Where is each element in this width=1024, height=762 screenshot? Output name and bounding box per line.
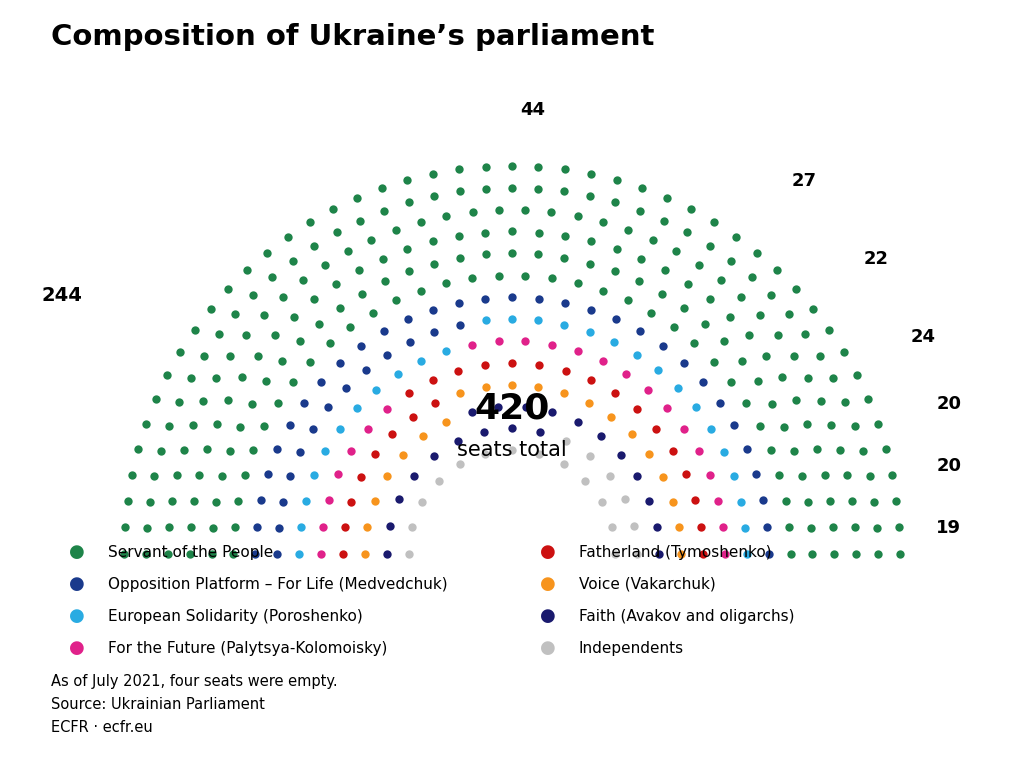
Text: Voice (Vakarchuk): Voice (Vakarchuk) (579, 577, 716, 592)
Text: As of July 2021, four seats were empty.: As of July 2021, four seats were empty. (51, 674, 338, 690)
Text: ●: ● (540, 607, 556, 626)
Text: ●: ● (69, 543, 85, 562)
Text: ●: ● (540, 543, 556, 562)
Text: Servant of the People: Servant of the People (108, 545, 272, 560)
Text: Opposition Platform – For Life (Medvedchuk): Opposition Platform – For Life (Medvedch… (108, 577, 447, 592)
Text: 24: 24 (910, 328, 935, 345)
Text: seats total: seats total (457, 440, 567, 460)
Text: ●: ● (69, 607, 85, 626)
Text: ●: ● (540, 575, 556, 594)
Text: Fatherland (Tymoshenko): Fatherland (Tymoshenko) (579, 545, 771, 560)
Text: 19: 19 (936, 519, 962, 537)
Text: 20: 20 (936, 395, 962, 413)
Text: 44: 44 (520, 101, 545, 119)
Text: 27: 27 (792, 172, 816, 190)
Text: Source: Ukrainian Parliament: Source: Ukrainian Parliament (51, 697, 265, 712)
Text: ●: ● (540, 639, 556, 658)
Text: 244: 244 (42, 286, 83, 305)
Text: 420: 420 (474, 392, 550, 426)
Text: European Solidarity (Poroshenko): European Solidarity (Poroshenko) (108, 609, 362, 624)
Text: ●: ● (69, 639, 85, 658)
Text: ECFR · ecfr.eu: ECFR · ecfr.eu (51, 720, 153, 735)
Text: Composition of Ukraine’s parliament: Composition of Ukraine’s parliament (51, 23, 654, 51)
Text: 22: 22 (864, 250, 889, 268)
Text: Independents: Independents (579, 641, 684, 656)
Text: 20: 20 (936, 457, 962, 475)
Text: For the Future (Palytsya-Kolomoisky): For the Future (Palytsya-Kolomoisky) (108, 641, 387, 656)
Text: ●: ● (69, 575, 85, 594)
Text: Faith (Avakov and oligarchs): Faith (Avakov and oligarchs) (579, 609, 794, 624)
